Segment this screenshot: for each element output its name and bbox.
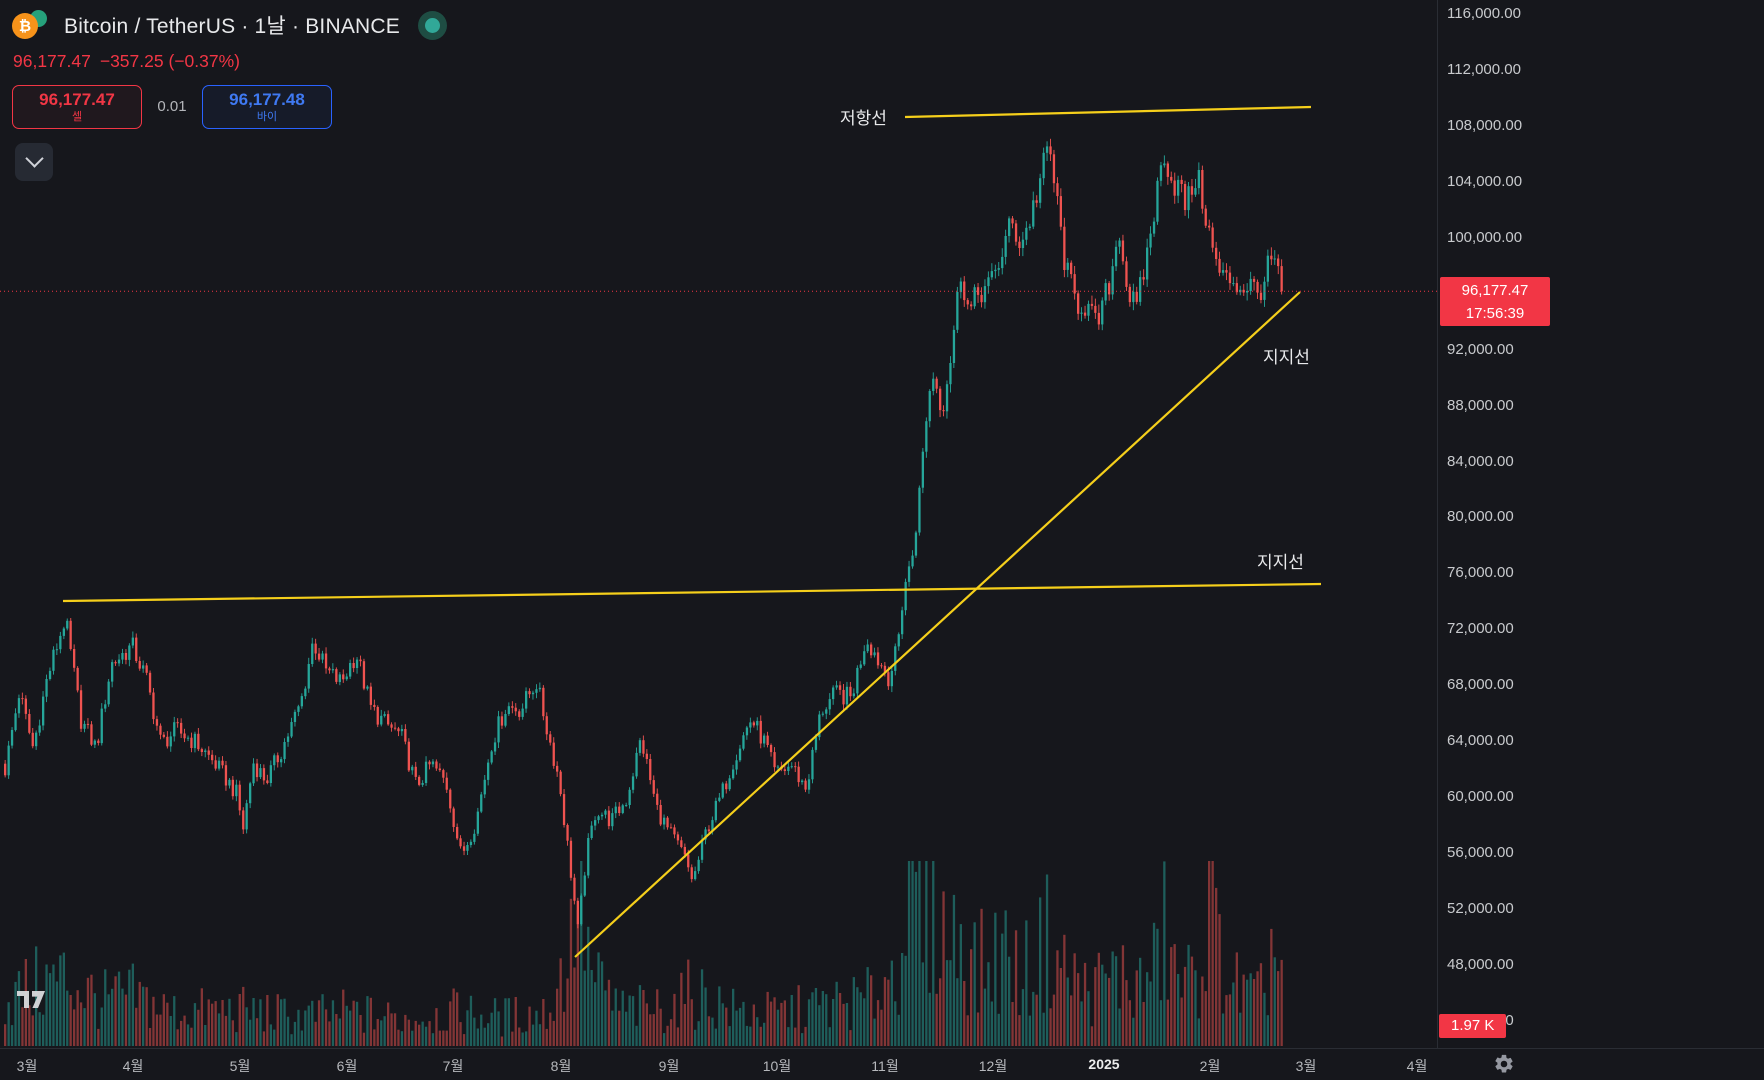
time-axis-label: 7월 bbox=[442, 1058, 464, 1074]
price-axis-label: 68,000.00 bbox=[1447, 676, 1514, 694]
expand-panel-button[interactable] bbox=[15, 143, 53, 181]
btc-usdt-pair-icon: ₿ bbox=[10, 10, 54, 40]
time-axis-label: 8월 bbox=[550, 1058, 572, 1074]
time-axis-label: 12월 bbox=[978, 1058, 1008, 1074]
price-axis[interactable]: 116,000.00 112,000.00 108,000.00 104,000.00… bbox=[1437, 0, 1764, 1048]
price-axis-label: 100,000.00 bbox=[1447, 228, 1523, 246]
price-axis-label: 64,000.00 bbox=[1447, 732, 1514, 750]
support-horizontal-label[interactable]: 지지선 bbox=[1257, 553, 1304, 572]
candles bbox=[4, 138, 1283, 929]
resistance-line-label[interactable]: 저항선 bbox=[840, 109, 887, 128]
trade-buttons-row: 96,177.47 셀 0.01 96,177.48 바이 bbox=[12, 85, 332, 129]
price-axis-label: 48,000.00 bbox=[1447, 956, 1514, 973]
sell-price: 96,177.47 bbox=[39, 90, 115, 109]
buy-label: 바이 bbox=[256, 111, 278, 123]
buy-price: 96,177.48 bbox=[229, 90, 305, 109]
time-axis-label: 4월 bbox=[122, 1058, 144, 1074]
current-price-badge[interactable]: 96,177.47 17:56:39 bbox=[1440, 277, 1550, 327]
time-axis-label: 3월 bbox=[16, 1058, 38, 1074]
spread-value: 0.01 bbox=[157, 98, 187, 115]
volume-bars bbox=[4, 861, 1283, 1046]
current-price-value: 96,177.47 bbox=[1461, 282, 1529, 300]
time-axis-ticks: 3월 4월 5월 6월 7월 8월 9월 10월 11월 12월 2025 2월 3월 4월 bbox=[0, 1049, 1437, 1080]
trendlines[interactable] bbox=[62, 105, 1322, 958]
buy-button[interactable]: 96,177.48 바이 bbox=[202, 85, 332, 129]
time-axis-label: 4월 bbox=[1406, 1058, 1428, 1074]
candlestick-chart-canvas[interactable] bbox=[0, 0, 1437, 1048]
price-axis-label: 84,000.00 bbox=[1447, 452, 1514, 470]
time-axis-label: 2월 bbox=[1199, 1058, 1221, 1074]
price-axis-label: 60,000.00 bbox=[1447, 788, 1514, 806]
time-axis-label: 6월 bbox=[336, 1058, 358, 1074]
sell-button[interactable]: 96,177.47 셀 bbox=[12, 85, 142, 129]
symbol-title[interactable]: Bitcoin / TetherUS · 1날 · BINANCE bbox=[64, 15, 400, 38]
price-axis-label: 108,000.00 bbox=[1447, 116, 1523, 134]
price-axis-label: 80,000.00 bbox=[1447, 508, 1514, 526]
time-axis-label: 11월 bbox=[871, 1058, 899, 1074]
price-axis-label: 52,000.00 bbox=[1447, 900, 1514, 918]
price-change: −357.25 (−0.37%) bbox=[99, 51, 240, 71]
time-axis-label: 9월 bbox=[658, 1058, 680, 1074]
price-axis-label: 76,000.00 bbox=[1447, 564, 1514, 582]
bitcoin-coin-icon: ₿ bbox=[12, 13, 38, 39]
price-axis-label: 92,000.00 bbox=[1447, 340, 1514, 358]
price-axis-label: 72,000.00 bbox=[1447, 620, 1514, 638]
price-axis-label: 104,000.00 bbox=[1447, 172, 1523, 190]
symbol-header: ₿ Bitcoin / TetherUS · 1날 · BINANCE bbox=[10, 10, 447, 40]
bar-countdown-timer: 17:56:39 bbox=[1465, 305, 1525, 323]
tradingview-logo[interactable] bbox=[14, 985, 62, 1018]
price-change-row: 96,177.47 −357.25 (−0.37%) bbox=[13, 51, 240, 72]
market-status-indicator[interactable] bbox=[417, 10, 447, 40]
time-axis[interactable]: 3월 4월 5월 6월 7월 8월 9월 10월 11월 12월 2025 2월 3월 4월 bbox=[0, 1048, 1764, 1080]
chevron-down-icon bbox=[24, 149, 44, 168]
volume-badge: 1.97 K bbox=[1439, 1014, 1507, 1038]
market-open-dot-icon bbox=[424, 17, 440, 33]
price-axis-label: 88,000.00 bbox=[1447, 396, 1514, 414]
time-axis-label: 10월 bbox=[762, 1058, 792, 1074]
support-diagonal-label[interactable]: 지지선 bbox=[1263, 348, 1310, 367]
price-axis-label: 116,000.00 bbox=[1447, 5, 1521, 22]
time-axis-label: 2025 bbox=[1088, 1056, 1120, 1072]
price-axis-label: 112,000.00 bbox=[1447, 60, 1521, 78]
price-axis-label: 56,000.00 bbox=[1447, 844, 1514, 862]
timezone-settings-gear-icon[interactable] bbox=[1493, 1053, 1515, 1075]
sell-label: 셀 bbox=[71, 111, 83, 123]
time-axis-label: 5월 bbox=[229, 1058, 251, 1074]
last-price: 96,177.47 bbox=[13, 51, 91, 71]
time-axis-label: 3월 bbox=[1295, 1058, 1317, 1074]
